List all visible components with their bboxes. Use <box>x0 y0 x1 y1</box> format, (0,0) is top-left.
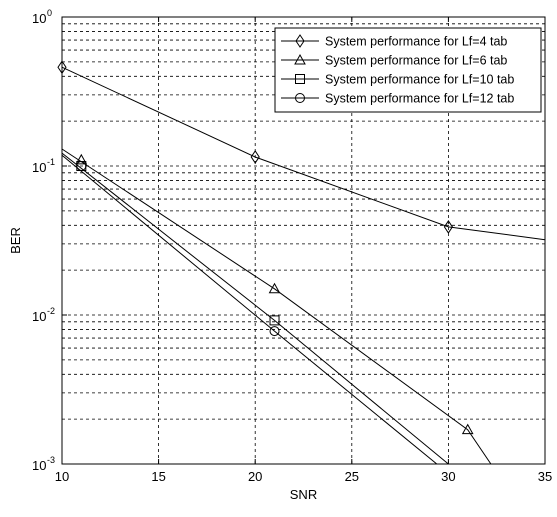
y-tick-exponent: -1 <box>47 157 55 167</box>
legend: System performance for Lf=4 tab System pe… <box>274 27 542 113</box>
y-tick-exponent: -2 <box>47 306 55 316</box>
triangle-marker <box>461 423 474 435</box>
diamond-marker <box>295 34 305 48</box>
y-tick-exponent: -3 <box>47 455 55 465</box>
triangle-marker <box>268 282 281 294</box>
square-marker <box>295 74 305 84</box>
triangle-marker <box>75 153 88 165</box>
legend-label: System performance for Lf=6 tab <box>325 54 507 68</box>
legend-item: System performance for Lf=6 tab <box>281 54 507 68</box>
y-tick-base: 10 <box>32 11 46 26</box>
circle-marker <box>295 93 305 103</box>
x-tick-label: 25 <box>345 469 359 484</box>
diamond-marker <box>443 220 454 234</box>
x-tick-label: 30 <box>441 469 455 484</box>
circle-marker <box>76 161 87 171</box>
circle-marker <box>269 326 280 337</box>
series-markers <box>57 60 474 435</box>
x-tick-label: 15 <box>151 469 165 484</box>
series-line <box>61 148 492 465</box>
triangle-marker <box>294 53 306 65</box>
y-tick-label: 10 -2 <box>32 306 55 324</box>
series-line <box>61 152 449 465</box>
diamond-marker <box>250 150 260 164</box>
legend-label: System performance for Lf=4 tab <box>325 35 507 49</box>
legend-item: System performance for Lf=10 tab <box>281 73 514 87</box>
y-tick-base: 10 <box>32 160 46 175</box>
y-tick-label: 10 0 <box>32 8 52 26</box>
x-tick-label: 10 <box>55 469 69 484</box>
y-tick-label: 10 -1 <box>32 157 55 175</box>
legend-label: System performance for Lf=12 tab <box>325 92 514 106</box>
y-tick-base: 10 <box>32 458 46 473</box>
y-tick-base: 10 <box>32 309 46 324</box>
x-tick-label: 35 <box>538 469 552 484</box>
series-lines <box>61 66 546 465</box>
legend-item: System performance for Lf=4 tab <box>281 34 507 49</box>
x-axis-label: SNR <box>290 487 317 502</box>
y-axis-label: BER <box>8 227 23 254</box>
x-tick-label: 20 <box>248 469 262 484</box>
y-tick-label: 10 -3 <box>32 455 55 473</box>
series-line <box>61 66 546 241</box>
y-tick-exponent: 0 <box>47 8 52 18</box>
x-tick-labels: 10 15 20 25 30 35 <box>55 17 552 484</box>
plot-frame <box>61 16 546 465</box>
legend-item: System performance for Lf=12 tab <box>281 92 514 106</box>
series-line <box>61 154 438 465</box>
square-marker <box>269 315 280 326</box>
legend-box <box>274 27 542 113</box>
legend-label: System performance for Lf=10 tab <box>325 73 514 87</box>
